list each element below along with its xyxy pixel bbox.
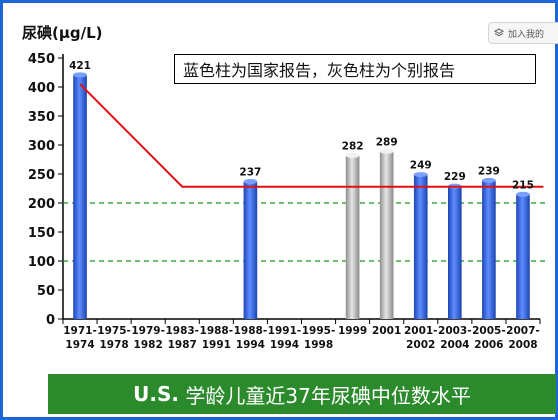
x-tick-label: 2001: [372, 325, 401, 337]
y-tick-label: 0: [46, 313, 55, 328]
x-tick-label: 1999: [338, 325, 367, 337]
legend-note: 蓝色柱为国家报告，灰色柱为个别报告: [174, 54, 536, 84]
trend-line: [79, 83, 544, 188]
y-tick-label: 250: [28, 168, 55, 183]
data-label: 239: [478, 165, 500, 177]
x-tick-label: 1983-: [165, 325, 199, 337]
x-tick-label: 1994: [236, 339, 265, 351]
x-tick-label: 2007-: [506, 325, 540, 337]
bar-national: [448, 186, 462, 319]
y-axis-label: 尿碘(μg/L): [22, 22, 103, 43]
x-tick-label: 1979-: [131, 325, 165, 337]
y-tick-label: 150: [28, 226, 55, 241]
x-tick-label: 2004: [440, 339, 469, 351]
x-tick-label: 1971-: [63, 325, 97, 337]
y-tick-label: 350: [28, 110, 55, 125]
bar-national: [243, 181, 258, 319]
bar-national: [73, 74, 87, 319]
layers-icon: [493, 28, 505, 38]
y-axis-label-prefix: 尿碘(: [22, 24, 59, 42]
x-tick-label: 1974: [65, 339, 94, 351]
bar-individual: [379, 151, 394, 319]
data-label: 282: [342, 140, 364, 152]
x-tick-label: 2008: [508, 339, 537, 351]
data-label: 215: [512, 179, 534, 191]
x-tick-label: 1991: [202, 339, 231, 351]
x-tick-label: 1988-: [234, 325, 268, 337]
y-tick-label: 100: [28, 255, 55, 270]
x-tick-label: 1975-: [97, 325, 131, 337]
x-tick-label: 1991-: [268, 325, 302, 337]
caption-prefix: U.S.: [133, 382, 180, 406]
y-tick-label: 450: [28, 52, 55, 67]
x-tick-label: 1988-: [200, 325, 234, 337]
x-tick-label: 2001-: [404, 325, 438, 337]
data-label: 229: [444, 171, 466, 183]
x-tick-label: 1994: [270, 339, 299, 351]
x-tick-label: 2005-: [472, 325, 506, 337]
bar-national: [516, 194, 530, 319]
y-tick-label: 400: [28, 81, 55, 96]
caption-text: 学龄儿童近37年尿碘中位数水平: [179, 383, 471, 408]
bar-cap: [73, 72, 87, 78]
x-tick-label: 2002: [406, 339, 435, 351]
bar-cap: [379, 148, 394, 154]
y-tick-label: 200: [28, 197, 55, 212]
y-tick-label: 300: [28, 139, 55, 154]
y-axis-label-unit: μg/L: [58, 24, 96, 42]
bar-cap: [345, 152, 360, 158]
bar-cap: [413, 172, 428, 178]
bar-cap: [243, 179, 258, 185]
data-label: 237: [239, 167, 261, 179]
chart-caption: U.S. 学龄儿童近37年尿碘中位数水平: [48, 374, 556, 414]
bar-individual: [345, 155, 360, 319]
bar-national: [482, 180, 496, 319]
bar-cap: [516, 191, 530, 197]
x-tick-label: 1987: [168, 339, 197, 351]
x-tick-label: 1978: [99, 339, 128, 351]
x-tick-label: 2006: [474, 339, 503, 351]
add-to-extension-button[interactable]: 加入我的: [488, 22, 558, 44]
y-tick-label: 50: [37, 284, 55, 299]
data-label: 249: [410, 160, 432, 172]
x-tick-label: 1982: [134, 339, 163, 351]
x-tick-label: 1998: [304, 339, 333, 351]
bar-national: [413, 174, 428, 319]
bar-cap: [482, 177, 496, 183]
x-tick-label: 1995-: [302, 325, 336, 337]
y-axis-label-suffix: ): [95, 24, 103, 42]
data-label: 289: [376, 136, 398, 148]
extension-label: 加入我的: [508, 29, 545, 40]
x-tick-label: 2003-: [438, 325, 472, 337]
data-label: 421: [69, 60, 91, 72]
bar-chart: 0 50 100 150 200 250 300 350 400 450 1971- 19741975…: [28, 52, 546, 351]
